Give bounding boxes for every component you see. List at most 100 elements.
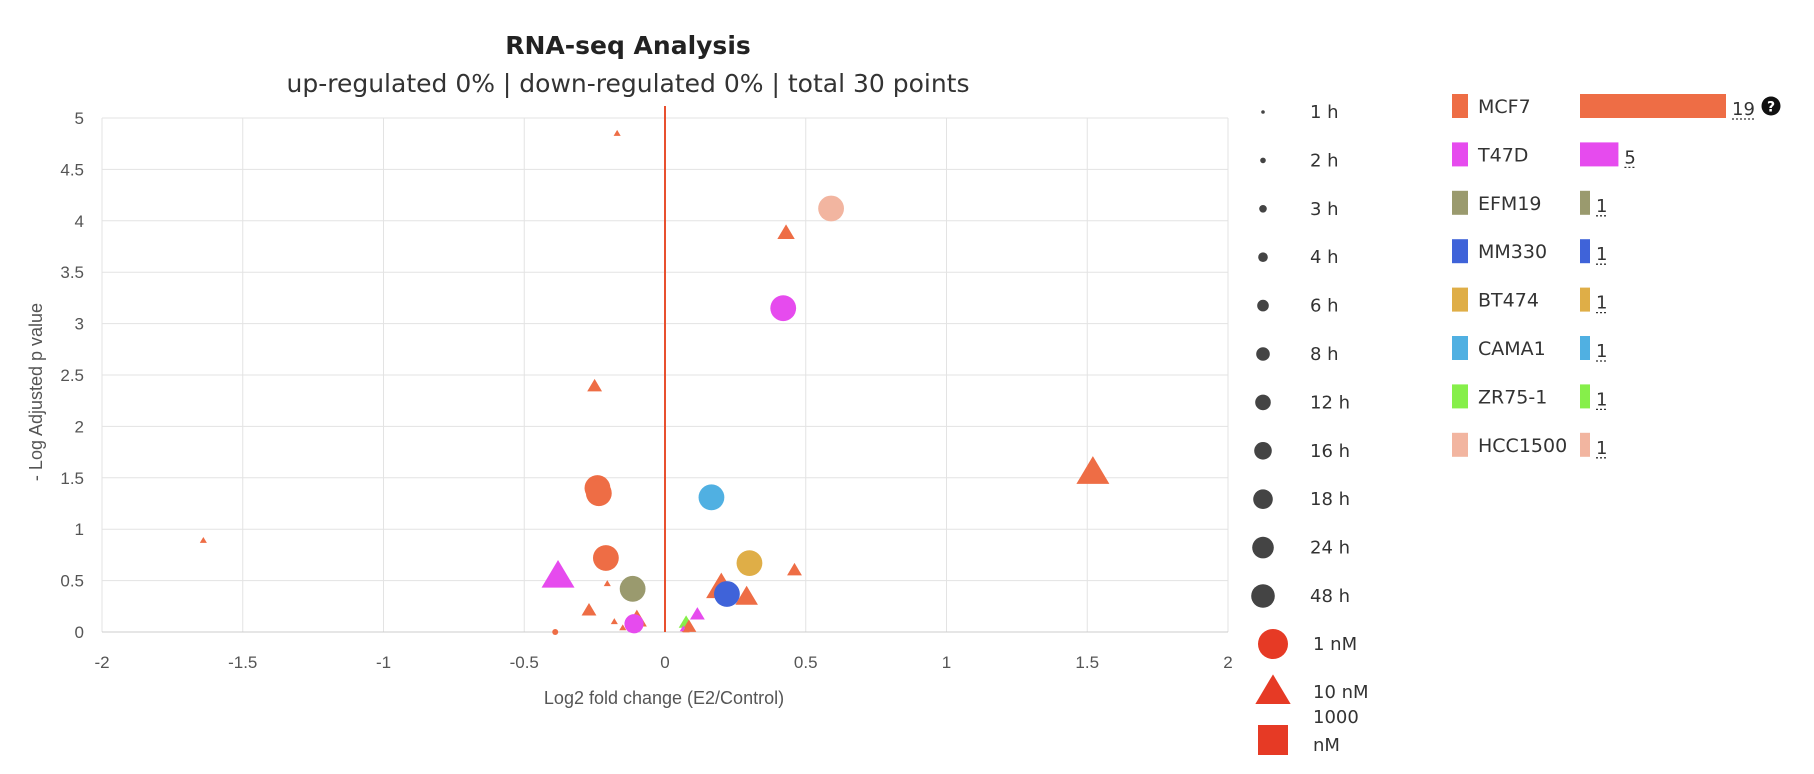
timepoint-marker (1252, 536, 1274, 559)
dose-marker (1258, 629, 1288, 659)
y-axis-ticks: 0 0.5 1 1.5 2 2.5 3 3.5 4 4.5 5 (60, 109, 84, 642)
cell-line-count-bar[interactable] (1580, 336, 1590, 360)
cell-line-count[interactable]: 1 (1596, 293, 1607, 314)
y-tick-label: 4.5 (60, 160, 84, 179)
data-point[interactable] (777, 224, 795, 240)
cell-line-count[interactable]: 1 (1596, 438, 1607, 459)
cell-line-swatch (1452, 142, 1468, 167)
y-tick-label: 0 (75, 623, 84, 642)
timepoint-marker (1258, 252, 1268, 262)
data-points (199, 129, 1110, 635)
data-point[interactable] (689, 607, 705, 620)
x-tick-label: -0.5 (510, 653, 539, 672)
data-point[interactable] (714, 581, 740, 607)
cell-line-swatch (1452, 190, 1468, 215)
y-axis-label: - Log Adjusted p value (26, 303, 46, 481)
question-circle-icon[interactable]: ? (1761, 96, 1781, 116)
cell-line-swatch (1452, 336, 1468, 360)
data-point[interactable] (624, 614, 644, 634)
data-point[interactable] (619, 575, 646, 602)
timepoint-marker (1256, 347, 1270, 361)
data-point[interactable] (698, 484, 725, 511)
cell-line-count[interactable]: 1 (1596, 244, 1607, 265)
y-tick-label: 1 (75, 520, 84, 539)
data-point[interactable] (592, 545, 619, 571)
y-tick-label: 0.5 (60, 572, 84, 591)
x-tick-label: 1 (942, 653, 951, 672)
cell-line-label[interactable]: BT474 (1478, 290, 1539, 312)
x-tick-label: 1.5 (1075, 653, 1099, 672)
y-tick-label: 3 (75, 315, 84, 334)
data-point[interactable] (818, 195, 844, 222)
cell-line-count-bar[interactable] (1580, 94, 1726, 118)
y-tick-label: 5 (75, 109, 84, 128)
data-point[interactable] (1076, 456, 1110, 484)
cell-line-count[interactable]: 1 (1596, 341, 1607, 362)
cell-line-label[interactable]: EFM19 (1478, 193, 1542, 215)
cell-line-swatch (1452, 239, 1468, 264)
cell-line-count[interactable]: 1 (1596, 389, 1607, 410)
cell-line-count[interactable]: 1 (1596, 196, 1607, 217)
data-point[interactable] (552, 629, 559, 635)
timepoint-label: 4 h (1310, 247, 1339, 268)
timepoint-marker (1254, 442, 1272, 460)
dose-label: 1 nM (1313, 634, 1357, 655)
x-tick-label: -1.5 (228, 653, 257, 672)
data-point[interactable] (770, 295, 797, 322)
timepoint-label: 1 h (1310, 102, 1339, 123)
timepoint-label: 24 h (1310, 538, 1350, 559)
data-point[interactable] (682, 626, 690, 633)
timepoint-marker (1251, 584, 1275, 608)
y-tick-label: 4 (75, 212, 84, 231)
cell-line-count-bar[interactable] (1580, 239, 1590, 264)
cell-line-count[interactable]: 19 (1732, 99, 1755, 120)
cell-line-label[interactable]: MM330 (1478, 241, 1547, 263)
data-point[interactable] (787, 562, 802, 576)
timepoint-label: 12 h (1310, 392, 1350, 413)
data-point[interactable] (541, 559, 575, 588)
cell-line-count-bar[interactable] (1580, 432, 1590, 457)
dose-marker (1258, 725, 1288, 755)
timepoint-marker (1257, 299, 1269, 312)
cell-line-label[interactable]: CAMA1 (1478, 338, 1546, 360)
x-tick-label: 0.5 (794, 653, 818, 672)
data-point[interactable] (613, 129, 621, 136)
x-tick-label: 0 (660, 653, 669, 672)
data-point[interactable] (199, 536, 207, 543)
timepoint-label: 48 h (1310, 586, 1350, 607)
data-point[interactable] (603, 580, 611, 587)
data-point[interactable] (587, 378, 603, 392)
timepoint-label: 2 h (1310, 150, 1339, 171)
cell-line-legend: MCF7 19 T47D 5 EFM19 1 MM330 1 BT474 1 CAMA1 1 ZR75-… (1452, 94, 1755, 459)
chart-subtitle: up-regulated 0% | down-regulated 0% | to… (287, 69, 970, 98)
data-point[interactable] (619, 624, 627, 631)
cell-line-count-bar[interactable] (1580, 190, 1590, 215)
dose-label: 10 nM (1313, 682, 1369, 703)
dose-marker (1255, 674, 1291, 704)
cell-line-count-bar[interactable] (1580, 142, 1619, 167)
timepoint-label: 8 h (1310, 344, 1339, 365)
data-point[interactable] (736, 550, 763, 577)
timepoint-label: 16 h (1310, 441, 1350, 462)
data-point[interactable] (581, 602, 597, 616)
timepoint-marker (1255, 394, 1271, 411)
cell-line-label[interactable]: MCF7 (1478, 96, 1531, 118)
dose-legend: 1 nM 10 nM 1000 nM (1255, 629, 1369, 756)
data-point[interactable] (610, 618, 618, 625)
cell-line-label[interactable]: HCC1500 (1478, 435, 1567, 457)
cell-line-count[interactable]: 5 (1624, 147, 1635, 168)
cell-line-swatch (1452, 287, 1468, 312)
x-tick-label: -2 (94, 653, 109, 672)
cell-line-label[interactable]: ZR75-1 (1478, 386, 1547, 408)
cell-line-count-bar[interactable] (1580, 287, 1590, 312)
data-point[interactable] (585, 480, 612, 507)
timepoint-label: 6 h (1310, 296, 1339, 317)
cell-line-label[interactable]: T47D (1477, 144, 1528, 166)
x-tick-label: 2 (1223, 653, 1232, 672)
x-axis-ticks: -2 -1.5 -1 -0.5 0 0.5 1 1.5 2 (94, 653, 1232, 672)
data-point[interactable] (735, 585, 758, 605)
cell-line-swatch (1452, 384, 1468, 409)
cell-line-swatch (1452, 94, 1468, 118)
cell-line-count-bar[interactable] (1580, 384, 1590, 409)
